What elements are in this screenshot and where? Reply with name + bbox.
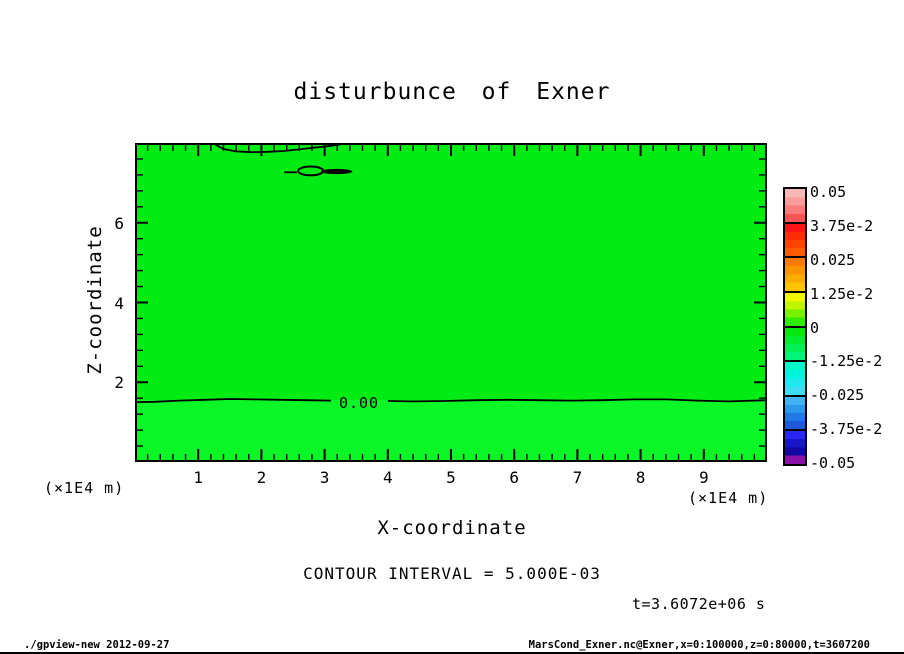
plot-title: disturbunce of Exner [293,79,611,105]
colorbar [783,187,807,466]
x-tick-label: 2 [256,468,267,487]
contour-blob [320,168,353,175]
colorbar-label: 0.025 [810,250,856,269]
colorbar-segment [785,325,805,361]
y-tick-label: 2 [114,373,124,393]
zero-contour-line [214,143,340,154]
contour-interval-note: CONTOUR INTERVAL = 5.000E-03 [303,564,601,583]
colorbar-segment [785,429,805,464]
x-axis-title: X-coordinate [377,517,527,539]
x-tick-label: 8 [635,468,646,487]
x-tick-label: 9 [698,468,709,487]
x-tick-label: 1 [193,468,203,487]
plot-area: 0.00 [135,143,767,462]
colorbar-label: -1.25e-2 [810,352,883,371]
colorbar-label: -0.05 [810,454,856,472]
colorbar-segment [785,189,805,222]
x-axis-units: (×1E4 m) [688,489,769,507]
footer-dataset-info: MarsCond_Exner.nc@Exner,x=0:100000,z=0:8… [528,639,870,651]
colorbar-segment [785,221,805,257]
colorbar-label: 0 [810,318,820,337]
zero-contour-line [387,398,767,403]
footer-command-stamp: ./gpview-new 2012-09-27 [24,639,170,651]
x-tick-label: 5 [446,468,456,487]
colorbar-label: -0.025 [810,386,865,405]
contour-plot-canvas [135,143,767,462]
zero-contour-line [135,398,331,404]
x-tick-label: 7 [572,468,583,487]
colorbar-label: 1.25e-2 [810,284,874,303]
y-axis-units: (×1E4 m) [44,479,125,497]
plot-frame [135,143,767,462]
closed-contour [297,165,325,177]
colorbar-label: 3.75e-2 [810,216,874,235]
colorbar-segment [785,394,805,430]
colorbar-label: -3.75e-2 [810,420,883,439]
x-tick-label: 6 [509,468,519,487]
colorbar-segment [785,290,805,326]
bottom-border-line [0,652,904,654]
colorbar-segment [785,256,805,291]
zero-contour-label: 0.00 [338,394,380,412]
colorbar-segment [785,360,805,395]
y-tick-label: 4 [114,293,124,313]
x-tick-label: 3 [319,468,330,487]
time-annotation: t=3.6072e+06 s [632,595,766,613]
colorbar-label: 0.05 [810,183,847,201]
y-tick-label: 6 [114,213,124,233]
x-tick-label: 4 [382,468,393,487]
